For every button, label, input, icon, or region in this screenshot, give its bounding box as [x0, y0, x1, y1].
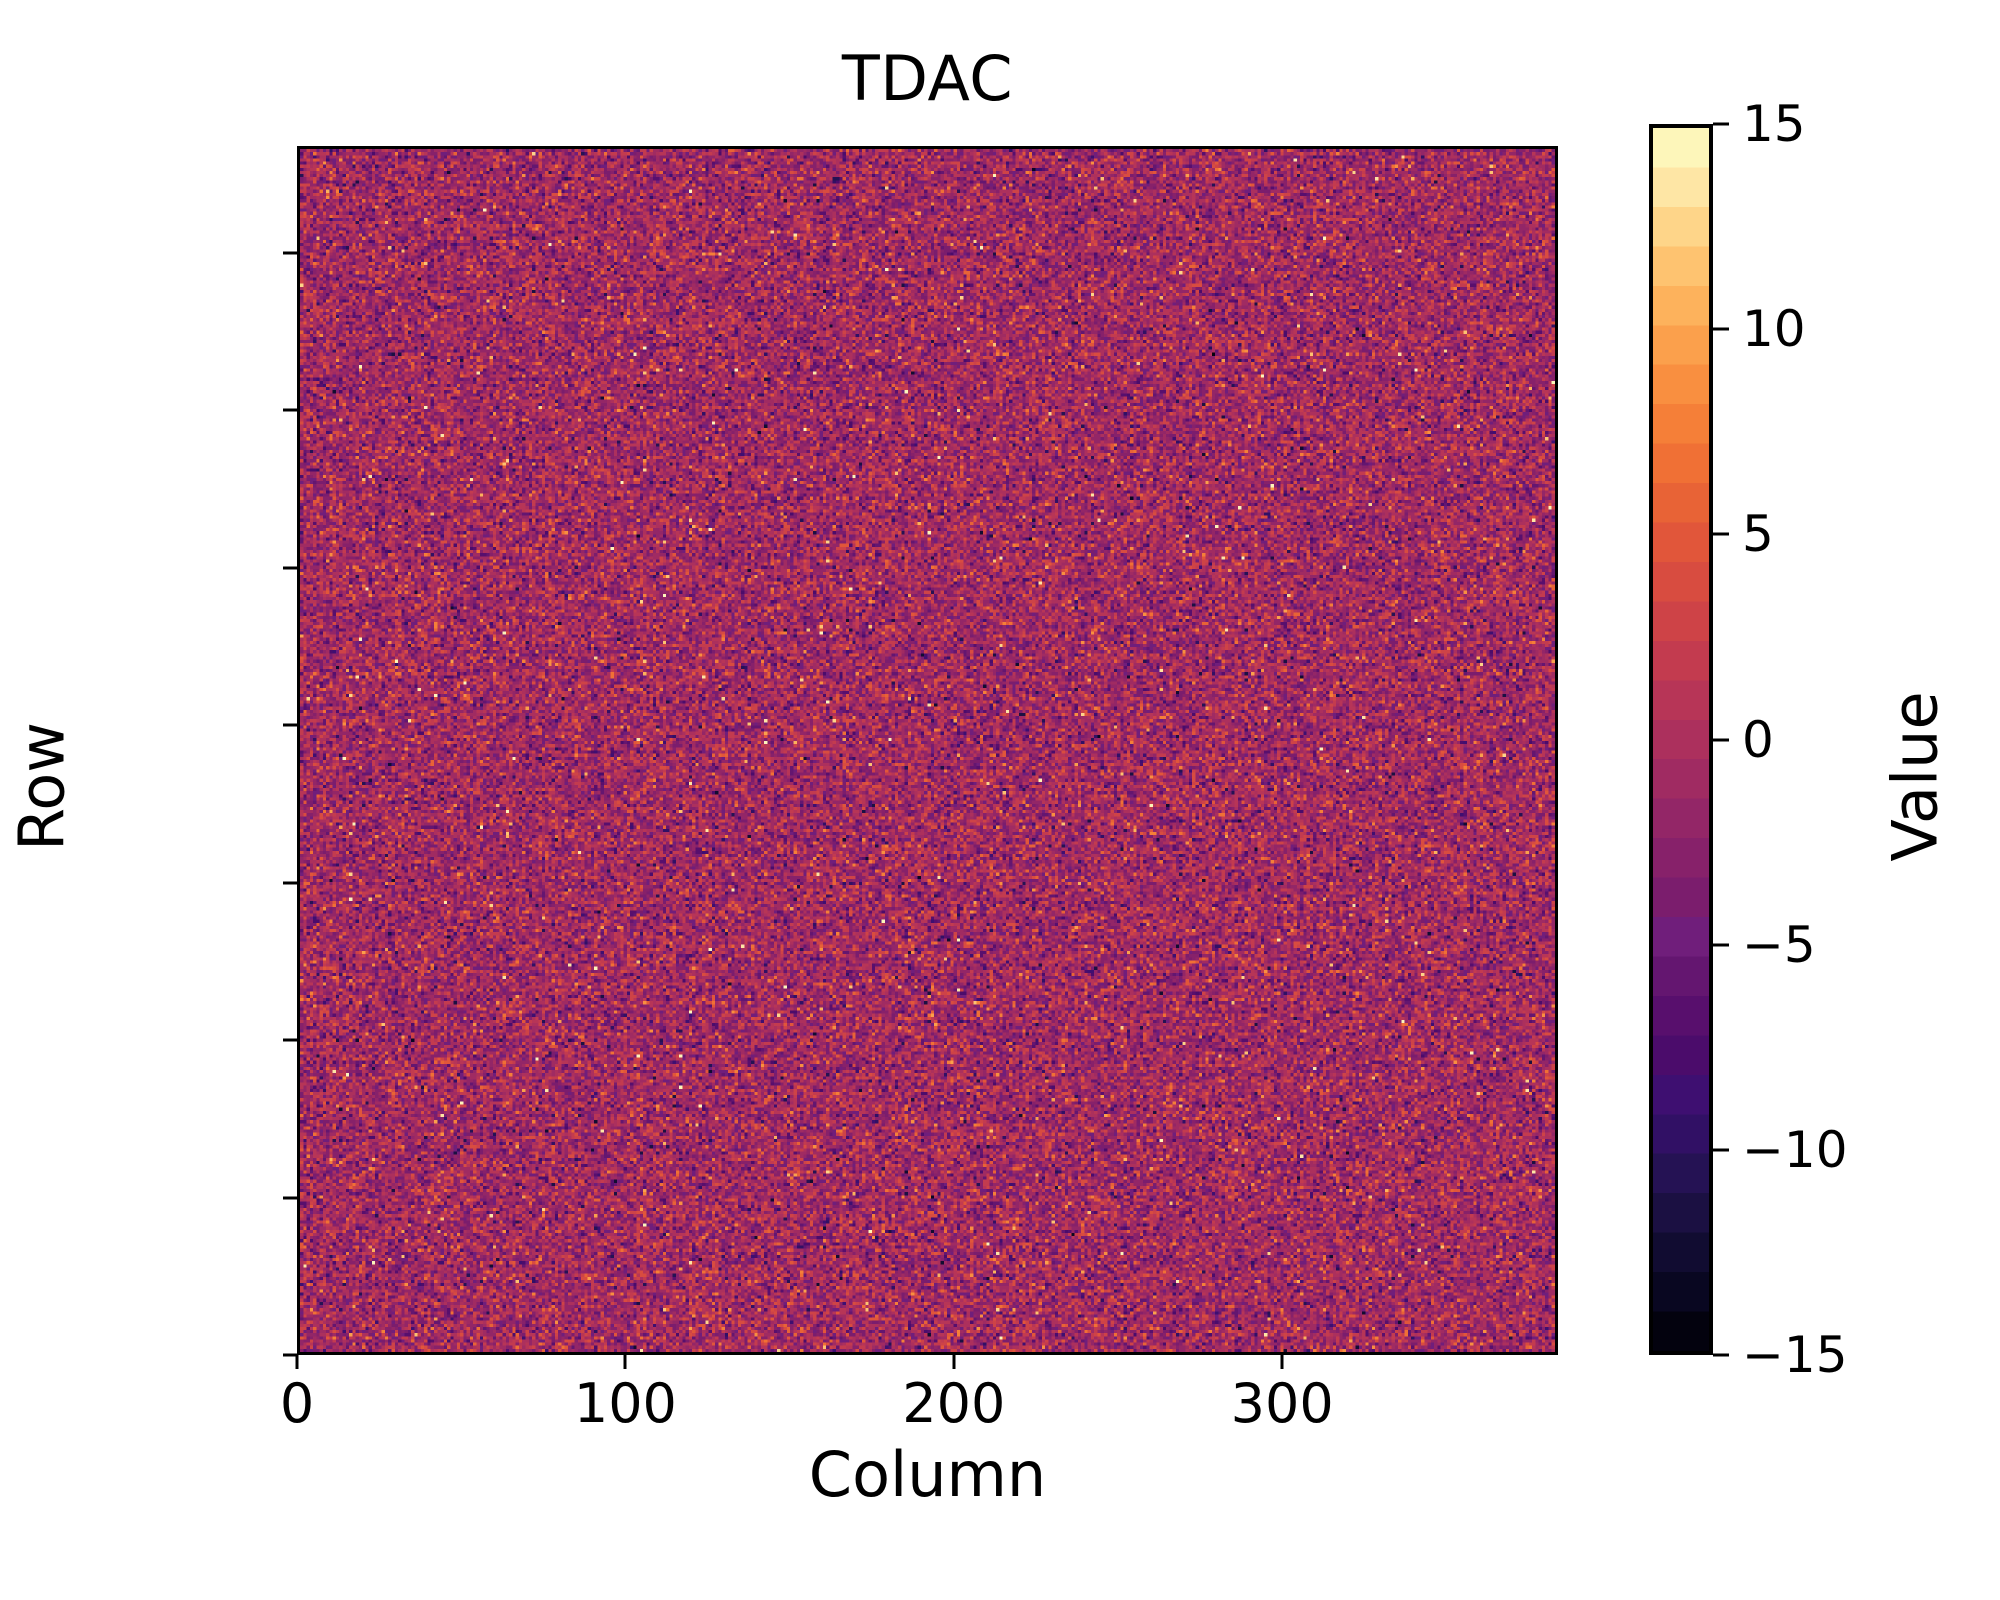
page-title: TDAC [841, 42, 1014, 115]
colorbar-tick-mark [1713, 943, 1729, 947]
y-tick-mark [283, 1038, 297, 1042]
colorbar-tick-label: −10 [1742, 1120, 1848, 1179]
x-tick-label: 200 [902, 1372, 1006, 1435]
x-axis-label: Column [808, 1438, 1047, 1511]
y-tick-mark [283, 723, 297, 727]
y-tick-mark [283, 881, 297, 885]
x-tick-mark [952, 1355, 956, 1369]
colorbar-gradient [1653, 128, 1709, 1351]
x-tick-label: 300 [1230, 1372, 1334, 1435]
x-tick-mark [623, 1355, 627, 1369]
colorbar-tick-mark [1713, 532, 1729, 536]
y-tick-mark [283, 1196, 297, 1200]
colorbar-tick-mark [1713, 327, 1729, 331]
y-tick-mark [283, 251, 297, 255]
colorbar-tick-mark [1713, 122, 1729, 126]
colorbar-tick-label: 10 [1742, 300, 1806, 359]
colorbar-tick-label: 15 [1742, 95, 1806, 153]
x-tick-label: 0 [279, 1372, 315, 1435]
x-tick-label: 100 [573, 1372, 677, 1435]
colorbar-tick-mark [1713, 1148, 1729, 1152]
x-tick-mark [1280, 1355, 1284, 1369]
colorbar-tick-mark [1713, 738, 1729, 741]
colorbar-tick-mark [1713, 1353, 1729, 1357]
colorbar-tick-label: 5 [1742, 505, 1774, 564]
colorbar-label: Value [1878, 691, 1952, 862]
y-tick-mark [283, 566, 297, 570]
y-tick-mark [283, 408, 297, 412]
colorbar-tick-label: −5 [1742, 915, 1816, 974]
colorbar-tick-label: 0 [1742, 710, 1774, 769]
colorbar-tick-label: −15 [1742, 1326, 1848, 1384]
x-tick-mark [295, 1355, 299, 1369]
y-tick-mark [283, 1353, 297, 1357]
heatmap-image [300, 149, 1555, 1352]
y-axis-label: Row [5, 722, 79, 851]
heatmap-axes[interactable] [297, 146, 1558, 1355]
colorbar[interactable] [1649, 124, 1713, 1355]
